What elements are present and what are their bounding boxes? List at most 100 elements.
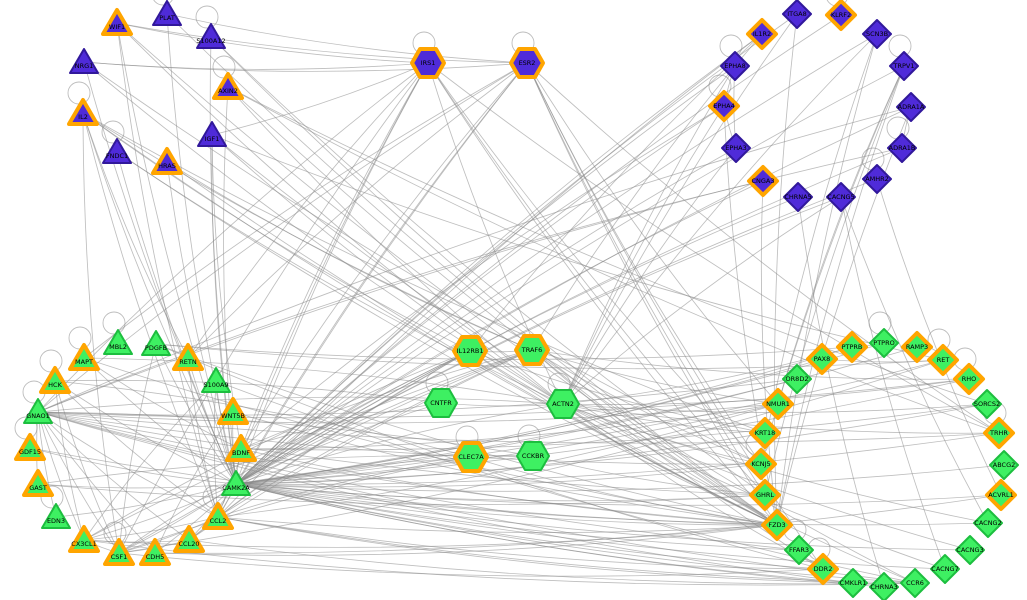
edge-epha4-camk2a[interactable]: [235, 105, 725, 485]
edge-fndc1-fzd3[interactable]: [116, 151, 778, 526]
edge-camk2a-cacng7[interactable]: [235, 483, 946, 570]
node-cacng7[interactable]: CACNG7: [930, 554, 960, 584]
node-plat[interactable]: PLAT: [152, 0, 182, 26]
edge-gnao1-cx3cl1[interactable]: [37, 411, 85, 541]
node-abcg2[interactable]: ABCG2: [989, 450, 1019, 480]
edge-wif1-ccl2[interactable]: [116, 22, 219, 518]
edge-gnao1-kcnj5[interactable]: [37, 411, 762, 465]
edge-cnga3-gnao1[interactable]: [37, 180, 764, 413]
edge-wif1-esr2[interactable]: [116, 22, 528, 64]
edge-chrna5-camk2a[interactable]: [235, 196, 799, 485]
edge-retn-camk2a[interactable]: [187, 357, 237, 485]
edge-cx3cl1-ccl2[interactable]: [83, 516, 219, 541]
edge-esr2-mapt[interactable]: [83, 62, 528, 359]
edge-actn2-mapt[interactable]: [83, 357, 564, 405]
edge-epha3-actn2[interactable]: [562, 147, 737, 405]
edge-camk2a-acvrl1[interactable]: [235, 483, 1002, 506]
node-cntfr[interactable]: CNTFR: [424, 388, 458, 418]
edge-hck-camk2a[interactable]: [54, 380, 237, 485]
node-wif1[interactable]: WIF1: [101, 8, 133, 36]
edge-gnao1-ffar3[interactable]: [37, 411, 800, 551]
edge-ccl2-ccr6[interactable]: [217, 516, 916, 584]
edge-adra1a-fzd3[interactable]: [776, 106, 912, 526]
node-adra1a[interactable]: ADRA1A: [896, 92, 926, 122]
edge-hck-ccl2[interactable]: [54, 380, 219, 518]
node-cacng2[interactable]: CACNG2: [973, 508, 1003, 538]
node-s100a12[interactable]: S100A12: [196, 23, 226, 49]
edge-gnao1-ccl20[interactable]: [37, 411, 190, 541]
node-hras[interactable]: HRAS: [151, 147, 183, 175]
node-adra1b[interactable]: ADRA1B: [887, 133, 917, 163]
node-irs1[interactable]: IRS1: [410, 47, 446, 79]
edge-esr2-ghrl[interactable]: [526, 62, 766, 496]
edge-pdgfb-ptprb[interactable]: [155, 343, 853, 360]
self-loop-edge-amhr2[interactable]: [861, 147, 885, 171]
edge-igf1-irs1[interactable]: [211, 62, 429, 136]
edge-hras-camk2a[interactable]: [166, 161, 237, 485]
edge-mapt-bdnf[interactable]: [83, 357, 242, 450]
edge-trpv1-ghrl[interactable]: [764, 65, 905, 496]
edge-scn3b-actn2[interactable]: [562, 33, 878, 405]
node-traf6[interactable]: TRAF6: [514, 334, 550, 366]
edge-cacng5-camk2a[interactable]: [235, 196, 842, 485]
edge-camk2a-ptprb[interactable]: [235, 346, 853, 485]
node-il12rb1[interactable]: IL12RB1: [452, 335, 488, 367]
edge-s100a12-fzd3[interactable]: [210, 36, 778, 526]
node-amhr2[interactable]: AMHR2: [862, 164, 892, 194]
node-il2[interactable]: IL2: [67, 98, 99, 126]
edge-traf6-cx3cl1[interactable]: [83, 349, 533, 541]
node-hck[interactable]: HCK: [39, 366, 71, 394]
edge-wnt5b-cdh5[interactable]: [154, 411, 234, 554]
edge-trpv1-fzd3[interactable]: [776, 65, 905, 526]
edge-scn3b-camk2a[interactable]: [235, 33, 878, 485]
edge-traf6-csf1[interactable]: [118, 349, 533, 554]
edge-traf6-ccl2[interactable]: [217, 349, 533, 518]
node-trpv1[interactable]: TRPV1: [889, 51, 919, 81]
edge-il2-csf1[interactable]: [82, 112, 120, 554]
self-loop-edge-axin2[interactable]: [212, 55, 236, 79]
edge-hras-traf6[interactable]: [166, 161, 533, 351]
edge-gast-camk2a[interactable]: [37, 483, 237, 489]
edge-camk2a-ffar3[interactable]: [235, 483, 800, 551]
edge-irs1-csf1[interactable]: [118, 62, 429, 554]
edge-actn2-gnao1[interactable]: [37, 396, 564, 413]
edge-wif1-fzd3[interactable]: [116, 22, 778, 526]
edge-gnao1-rho[interactable]: [37, 378, 970, 419]
edge-gnao1-edn3[interactable]: [37, 411, 57, 518]
edge-traf6-ccr6[interactable]: [531, 349, 916, 584]
edge-igf1-ret[interactable]: [211, 134, 944, 361]
edge-pdgfb-camk2a[interactable]: [155, 343, 237, 485]
node-axin2[interactable]: AXIN2: [212, 72, 244, 100]
self-loop-edge-hck[interactable]: [39, 349, 63, 373]
edge-actn2-krt18[interactable]: [562, 403, 766, 434]
edge-scn3b-fzd3[interactable]: [776, 33, 878, 526]
node-ddr2[interactable]: DDR2: [807, 553, 839, 585]
edge-actn2-trhr[interactable]: [562, 403, 1000, 434]
edge-traf6-camk2a[interactable]: [235, 349, 533, 485]
edge-gnao1-trhr[interactable]: [37, 411, 1000, 444]
edge-camk2a-cacng2[interactable]: [235, 483, 989, 526]
node-s100a9[interactable]: S100A9: [201, 367, 231, 393]
edge-camk2a-abcg2[interactable]: [235, 464, 1005, 492]
edge-esr2-ddr2[interactable]: [526, 62, 824, 570]
edge-il12rb1-cx3cl1[interactable]: [83, 350, 471, 541]
edge-s100a9-ccl2[interactable]: [213, 380, 219, 518]
edge-clec7a-hck[interactable]: [54, 380, 472, 458]
edge-esr2-trhr[interactable]: [526, 62, 1000, 434]
edge-plat-esr2[interactable]: [166, 13, 528, 64]
edge-epha4-bdnf[interactable]: [240, 105, 725, 450]
edge-wnt5b-fzd3[interactable]: [232, 411, 778, 526]
edge-gnao1-cdh5[interactable]: [37, 411, 156, 554]
edge-esr2-retn[interactable]: [187, 62, 528, 359]
edge-cnga3-camk2a[interactable]: [235, 180, 764, 485]
node-itga8[interactable]: ITGA8: [782, 0, 812, 29]
edge-hck-csf1[interactable]: [54, 380, 120, 554]
edge-gast-ghrl[interactable]: [37, 483, 766, 505]
node-fzd3[interactable]: FZD3: [761, 509, 793, 541]
edge-irs1-bdnf[interactable]: [240, 62, 429, 450]
edge-irs1-ghrl[interactable]: [427, 62, 766, 496]
edge-clec7a-ccl2[interactable]: [217, 456, 472, 518]
node-clec7a[interactable]: CLEC7A: [453, 441, 489, 473]
node-cnga3[interactable]: CNGA3: [747, 165, 779, 197]
